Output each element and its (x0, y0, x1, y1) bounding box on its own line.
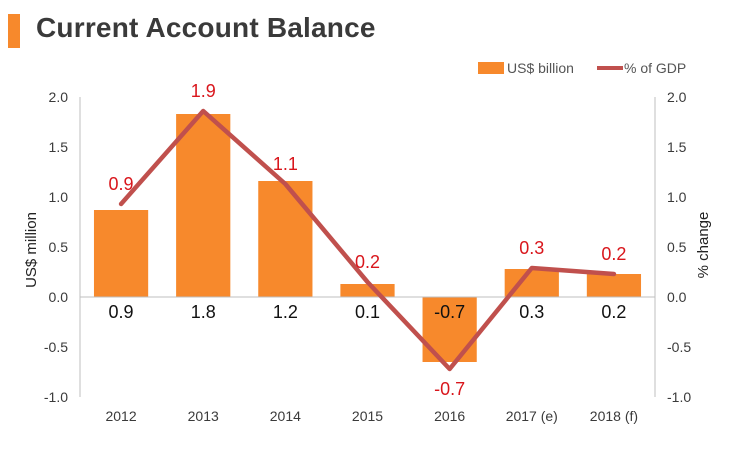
legend-bar-swatch (478, 62, 504, 74)
x-tick-label: 2018 (f) (590, 408, 638, 424)
bar-data-label: 0.2 (601, 302, 626, 322)
bar (586, 274, 642, 297)
line-point (613, 273, 615, 275)
y-axis-title: US$ million (23, 212, 40, 288)
line-point (284, 183, 286, 185)
bar-data-label: 0.3 (519, 302, 544, 322)
bar-data-label: 1.8 (191, 302, 216, 322)
line-data-label: 0.2 (355, 252, 380, 272)
line-point (531, 267, 533, 269)
y2-axis-title: % change (695, 212, 712, 279)
line-point (367, 281, 368, 283)
line-data-label: 0.2 (601, 244, 626, 264)
legend: US$ billion % of GDP (478, 60, 686, 76)
line-point (202, 110, 204, 112)
line-point (449, 368, 451, 370)
line-data-label: 0.9 (109, 174, 134, 194)
y-tick-label: 0.0 (49, 289, 69, 305)
x-tick-label: 2017 (e) (506, 408, 558, 424)
x-tick-label: 2015 (352, 408, 383, 424)
y-tick-label: 1.0 (49, 189, 69, 205)
line-data-label: 0.3 (519, 238, 544, 258)
line-data-label: -0.7 (434, 379, 465, 399)
bar-data-label: 0.9 (109, 302, 134, 322)
legend-bar-label: US$ billion (507, 60, 574, 76)
bar-data-label: 0.1 (355, 302, 380, 322)
y2-tick-label: 1.0 (667, 189, 687, 205)
line-point (120, 203, 122, 205)
title-accent-bar (8, 14, 20, 48)
y-tick-label: 1.5 (49, 139, 69, 155)
y-tick-label: -0.5 (44, 339, 68, 355)
legend-line-label: % of GDP (624, 60, 686, 76)
y2-tick-label: -1.0 (667, 389, 691, 405)
x-tick-label: 2014 (270, 408, 301, 424)
bar-data-label: 1.2 (273, 302, 298, 322)
x-tick-label: 2013 (188, 408, 219, 424)
y2-tick-label: 2.0 (667, 89, 687, 105)
bar (176, 114, 231, 297)
bar (93, 210, 149, 297)
chart-title: Current Account Balance (36, 12, 376, 43)
bar-data-label: -0.7 (434, 302, 465, 322)
bar (340, 284, 395, 297)
y2-tick-label: 0.5 (667, 239, 687, 255)
y-tick-label: 2.0 (49, 89, 69, 105)
line-data-label: 1.9 (191, 81, 216, 101)
y2-tick-label: -0.5 (667, 339, 691, 355)
plot-area: 2.0 2.0 1.5 1.5 1.0 1.0 0.5 0.5 0.0 0.0 -0.5 -0.5 -1… (44, 81, 691, 424)
y2-tick-label: 0.0 (667, 289, 687, 305)
x-tick-label: 2016 (434, 408, 465, 424)
line-data-label: 1.1 (273, 154, 298, 174)
x-tick-label: 2012 (105, 408, 136, 424)
bar (258, 181, 313, 297)
y2-tick-label: 1.5 (667, 139, 687, 155)
y-tick-label: -1.0 (44, 389, 68, 405)
y-tick-label: 0.5 (49, 239, 69, 255)
